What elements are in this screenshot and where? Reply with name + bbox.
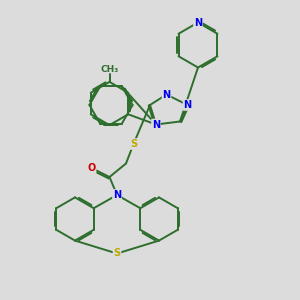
- Text: N: N: [183, 100, 192, 110]
- Text: O: O: [87, 163, 96, 173]
- Text: N: N: [152, 119, 160, 130]
- Text: N: N: [194, 17, 202, 28]
- Text: S: S: [130, 139, 137, 149]
- Text: N: N: [162, 89, 171, 100]
- Text: S: S: [113, 248, 121, 259]
- Text: CH₃: CH₃: [100, 64, 118, 74]
- Text: N: N: [113, 190, 121, 200]
